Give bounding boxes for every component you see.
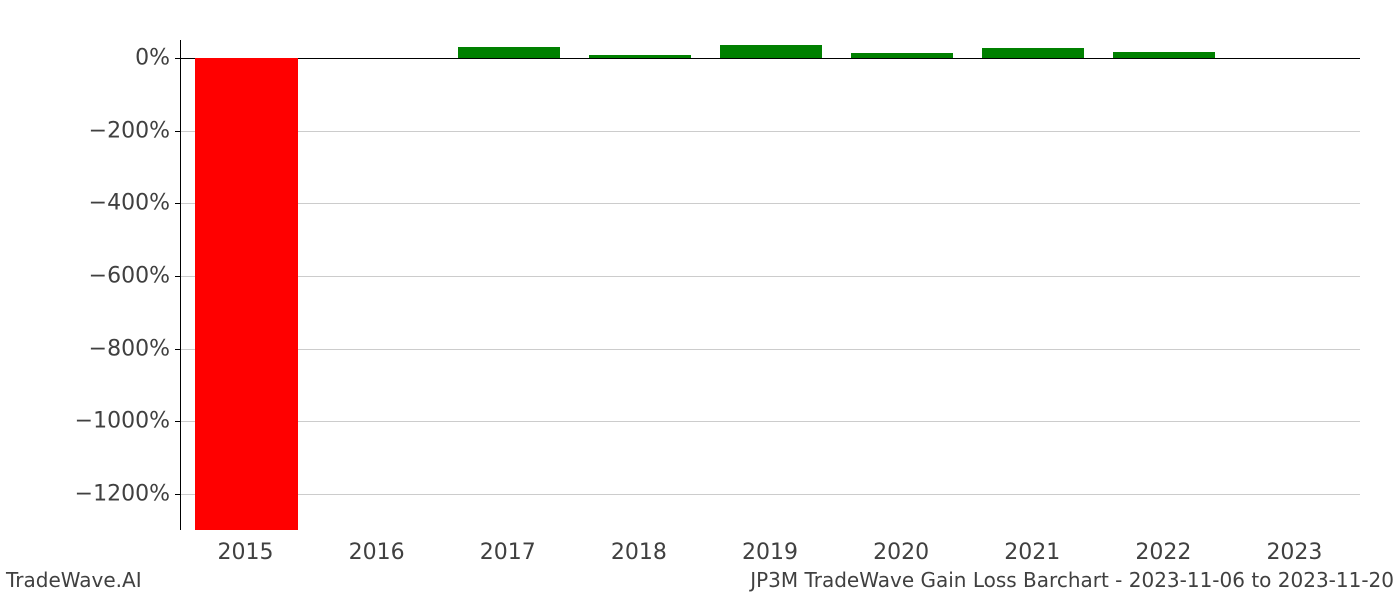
y-tick-mark (175, 349, 181, 350)
bar (720, 45, 822, 58)
x-axis-label: 2018 (611, 540, 667, 565)
x-axis-label: 2017 (480, 540, 536, 565)
x-axis-label: 2016 (349, 540, 405, 565)
chart-area (180, 40, 1360, 530)
bar (851, 53, 953, 58)
footer-right-text: JP3M TradeWave Gain Loss Barchart - 2023… (750, 568, 1394, 592)
gridline (181, 203, 1360, 204)
gridline (181, 131, 1360, 132)
y-axis-label: −800% (89, 336, 170, 361)
gridline (181, 494, 1360, 495)
y-tick-mark (175, 494, 181, 495)
y-axis-label: −1200% (75, 481, 170, 506)
x-axis-label: 2019 (742, 540, 798, 565)
bar (1113, 52, 1215, 58)
y-tick-mark (175, 131, 181, 132)
x-axis-label: 2022 (1135, 540, 1191, 565)
bar (982, 48, 1084, 58)
y-tick-mark (175, 203, 181, 204)
x-axis-label: 2021 (1004, 540, 1060, 565)
bar (195, 58, 297, 530)
x-axis-label: 2015 (218, 540, 274, 565)
zero-line (181, 58, 1360, 59)
y-axis-label: −1000% (75, 409, 170, 434)
x-axis-label: 2023 (1266, 540, 1322, 565)
bar (589, 55, 691, 59)
footer-left-text: TradeWave.AI (6, 568, 142, 592)
y-axis-label: 0% (135, 46, 170, 71)
y-axis-label: −400% (89, 191, 170, 216)
x-axis-label: 2020 (873, 540, 929, 565)
y-axis-label: −200% (89, 118, 170, 143)
plot-area (180, 40, 1360, 530)
y-axis-label: −600% (89, 263, 170, 288)
gridline (181, 276, 1360, 277)
y-tick-mark (175, 276, 181, 277)
gridline (181, 349, 1360, 350)
y-tick-mark (175, 421, 181, 422)
gridline (181, 421, 1360, 422)
bar (458, 47, 560, 58)
